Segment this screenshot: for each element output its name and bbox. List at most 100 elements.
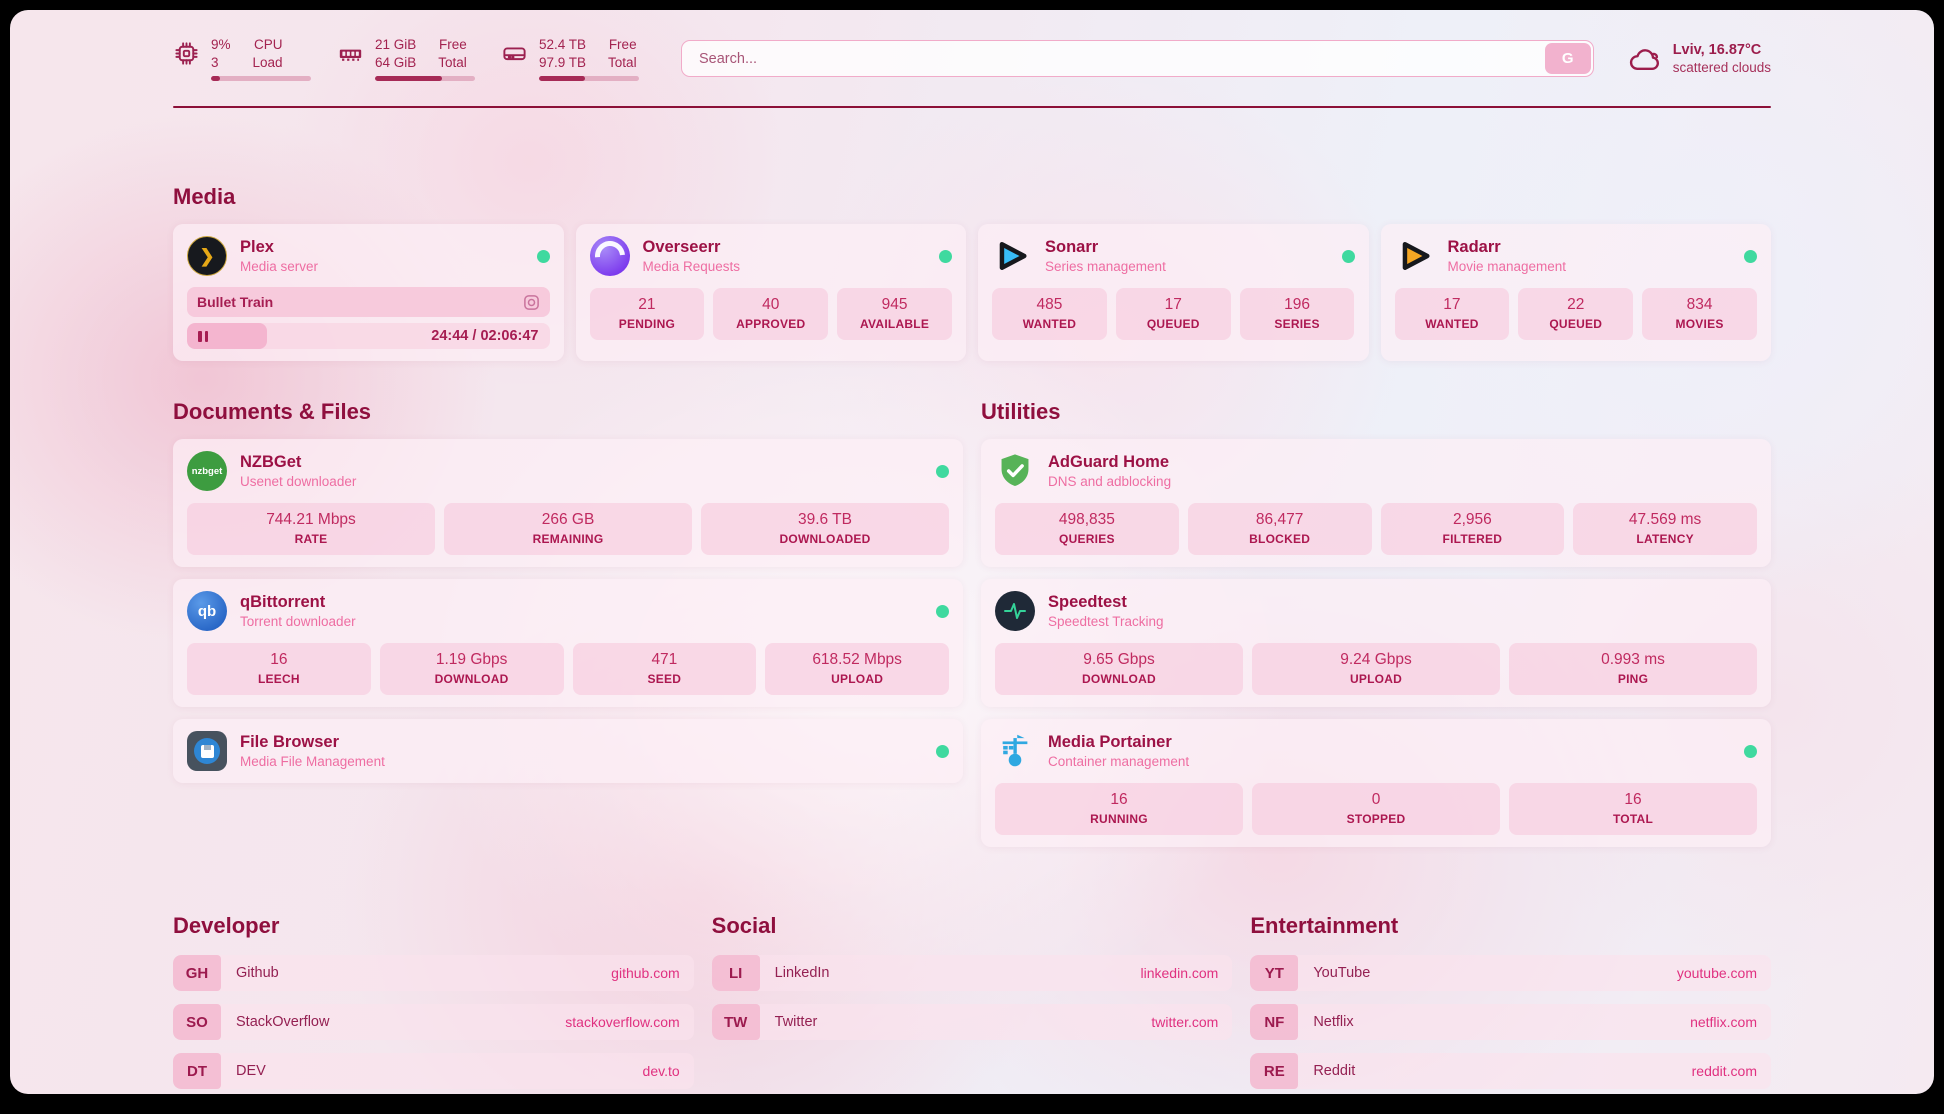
stat-seed: 471 SEED (572, 643, 757, 696)
qbittorrent-title: qBittorrent (240, 593, 326, 612)
nzbget-icon: nzbget (187, 451, 227, 492)
adguard-shield-icon (995, 451, 1035, 491)
radarr-icon (1395, 236, 1435, 276)
stat-queries: 498,835 QUERIES (995, 503, 1179, 556)
link-url: netflix.com (1690, 1014, 1757, 1031)
stat-upload: 9.24 Gbps UPLOAD (1252, 643, 1500, 696)
now-playing-title: Bullet Train (197, 294, 274, 311)
cpu-usage-value: 9% (211, 37, 231, 52)
portainer-card[interactable]: Media Portainer Container management 16 … (981, 719, 1771, 848)
stat-stopped: 0 STOPPED (1252, 783, 1500, 836)
disk-progress-bar (539, 76, 639, 82)
memory-label-top: Free (439, 37, 467, 52)
stat-total: 16 TOTAL (1509, 783, 1757, 836)
link-reddit[interactable]: RE Reddit reddit.com (1250, 1053, 1771, 1090)
search-bar: G (681, 40, 1594, 78)
reddit-abbr-chip: RE (1250, 1053, 1299, 1090)
qbittorrent-card[interactable]: qb qBittorrent Torrent downloader 16 LEE… (173, 579, 963, 708)
nzbget-status-dot (936, 464, 949, 478)
link-name: Netflix (1313, 1014, 1354, 1031)
plex-card[interactable]: ❯ Plex Media server Bullet Train 24:44 / (173, 224, 564, 362)
stat-wanted: 485 WANTED (992, 288, 1107, 341)
link-url: github.com (611, 965, 680, 982)
filebrowser-card[interactable]: File Browser Media File Management (173, 719, 963, 784)
link-name: Twitter (774, 1014, 818, 1031)
weather-condition: scattered clouds (1672, 60, 1771, 76)
dashboard-screen: 9% 3 CPU Load (10, 10, 1934, 1094)
cpu-label-top: CPU (254, 37, 283, 52)
link-url: linkedin.com (1140, 965, 1219, 982)
radarr-card[interactable]: Radarr Movie management 17 WANTED 22 QUE… (1380, 224, 1771, 362)
speedtest-card[interactable]: Speedtest Speedtest Tracking 9.65 Gbps D… (981, 579, 1771, 708)
stat-series: 196 SERIES (1239, 288, 1355, 341)
stackoverflow-abbr-chip: SO (173, 1004, 221, 1041)
memory-free-value: 21 GiB (375, 37, 417, 52)
pause-button[interactable] (187, 323, 267, 350)
link-netflix[interactable]: NF Netflix netflix.com (1250, 1004, 1771, 1041)
stat-movies: 834 MOVIES (1642, 288, 1757, 341)
cpu-monitor: 9% 3 CPU Load (173, 36, 311, 82)
stat-rate: 744.21 Mbps RATE (187, 503, 435, 556)
link-stackoverflow[interactable]: SO StackOverflow stackoverflow.com (173, 1004, 694, 1041)
memory-label-bottom: Total (438, 54, 467, 70)
overseerr-icon (589, 236, 630, 277)
portainer-title: Media Portainer (1048, 733, 1172, 752)
speedtest-title: Speedtest (1048, 593, 1127, 612)
memory-total-value: 64 GiB (375, 54, 417, 70)
link-url: reddit.com (1691, 1063, 1757, 1080)
plex-status-dot (536, 249, 550, 263)
link-url: stackoverflow.com (565, 1014, 680, 1031)
twitter-abbr-chip: TW (711, 1004, 760, 1041)
disk-free-value: 52.4 TB (539, 37, 587, 52)
documents-column: Documents & Files nzbget NZBGet Usenet d… (173, 399, 963, 859)
stat-approved: 40 APPROVED (713, 288, 829, 341)
link-linkedin[interactable]: LI LinkedIn linkedin.com (711, 955, 1233, 992)
search-engine-button[interactable]: G (1544, 43, 1591, 75)
overseerr-card[interactable]: Overseerr Media Requests 21 PENDING 40 A… (575, 224, 966, 362)
portainer-status-dot (1744, 744, 1757, 758)
header-divider (173, 106, 1771, 109)
nzbget-card[interactable]: nzbget NZBGet Usenet downloader 744.21 M… (173, 439, 963, 568)
section-title-entertainment: Entertainment (1250, 913, 1399, 939)
link-name: LinkedIn (774, 965, 830, 982)
stat-queued: 22 QUEUED (1518, 288, 1634, 341)
section-title-developer: Developer (173, 913, 280, 939)
link-dev[interactable]: DT DEV dev.to (173, 1053, 694, 1090)
adguard-card[interactable]: AdGuard Home DNS and adblocking 498,835 … (981, 439, 1771, 568)
stat-downloaded: 39.6 TB DOWNLOADED (701, 503, 949, 556)
social-section: Social LI LinkedIn linkedin.com TW Twitt… (711, 913, 1233, 1094)
radarr-title: Radarr (1447, 238, 1501, 257)
link-github[interactable]: GH Github github.com (173, 955, 694, 992)
cloud-icon (1629, 48, 1659, 70)
link-youtube[interactable]: YT YouTube youtube.com (1250, 955, 1771, 992)
sonarr-card[interactable]: Sonarr Series management 485 WANTED 17 Q… (978, 224, 1369, 362)
portainer-icon (995, 731, 1035, 771)
speedtest-icon (995, 591, 1035, 632)
radarr-subtitle: Movie management (1447, 259, 1567, 275)
developer-section: Developer GH Github github.com SO StackO… (173, 913, 694, 1094)
video-frame-icon (523, 294, 539, 310)
stat-wanted: 17 WANTED (1394, 288, 1510, 341)
disk-label-top: Free (608, 37, 637, 52)
linkedin-abbr-chip: LI (711, 955, 760, 992)
link-name: YouTube (1313, 965, 1371, 982)
link-twitter[interactable]: TW Twitter twitter.com (711, 1004, 1233, 1041)
stat-pending: 21 PENDING (589, 288, 705, 341)
link-name: Github (236, 965, 279, 982)
adguard-subtitle: DNS and adblocking (1048, 474, 1172, 490)
speedtest-subtitle: Speedtest Tracking (1048, 614, 1164, 630)
radarr-status-dot (1744, 249, 1757, 263)
weather-widget: Lviv, 16.87°C scattered clouds (1628, 42, 1771, 75)
weather-location: Lviv, 16.87°C (1672, 42, 1762, 59)
section-title-social: Social (711, 913, 777, 939)
filebrowser-subtitle: Media File Management (240, 754, 385, 770)
memory-progress-bar (375, 76, 475, 82)
stat-ping: 0.993 ms PING (1509, 643, 1757, 696)
disk-total-value: 97.9 TB (539, 54, 587, 70)
portainer-subtitle: Container management (1048, 754, 1190, 770)
stat-download: 9.65 Gbps DOWNLOAD (995, 643, 1243, 696)
search-input[interactable] (681, 40, 1594, 78)
cpu-label-bottom: Load (252, 54, 283, 70)
netflix-abbr-chip: NF (1250, 1004, 1299, 1041)
section-title-utilities: Utilities (981, 399, 1061, 425)
